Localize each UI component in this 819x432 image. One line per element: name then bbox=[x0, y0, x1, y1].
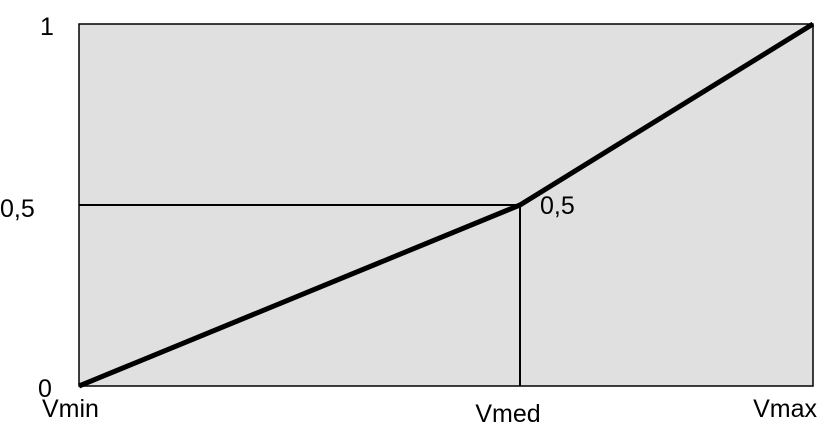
x-tick-label-vmed: Vmed bbox=[475, 400, 540, 428]
x-tick-label-vmin: Vmin bbox=[42, 395, 99, 423]
annotation-layer: 0,5 bbox=[540, 192, 575, 220]
y-axis-ticks: 00,51 bbox=[0, 13, 54, 403]
series-layer bbox=[78, 21, 815, 389]
y-tick-label: 0,5 bbox=[0, 195, 35, 223]
data-label-vmed: 0,5 bbox=[540, 192, 575, 220]
reference-lines bbox=[79, 204, 521, 386]
x-tick-label-vmax: Vmax bbox=[753, 395, 817, 423]
x-axis-ticks: Vmin Vmed Vmax bbox=[42, 395, 817, 428]
y-tick-label: 1 bbox=[40, 13, 54, 41]
y-tick-label: 0 bbox=[38, 375, 52, 403]
